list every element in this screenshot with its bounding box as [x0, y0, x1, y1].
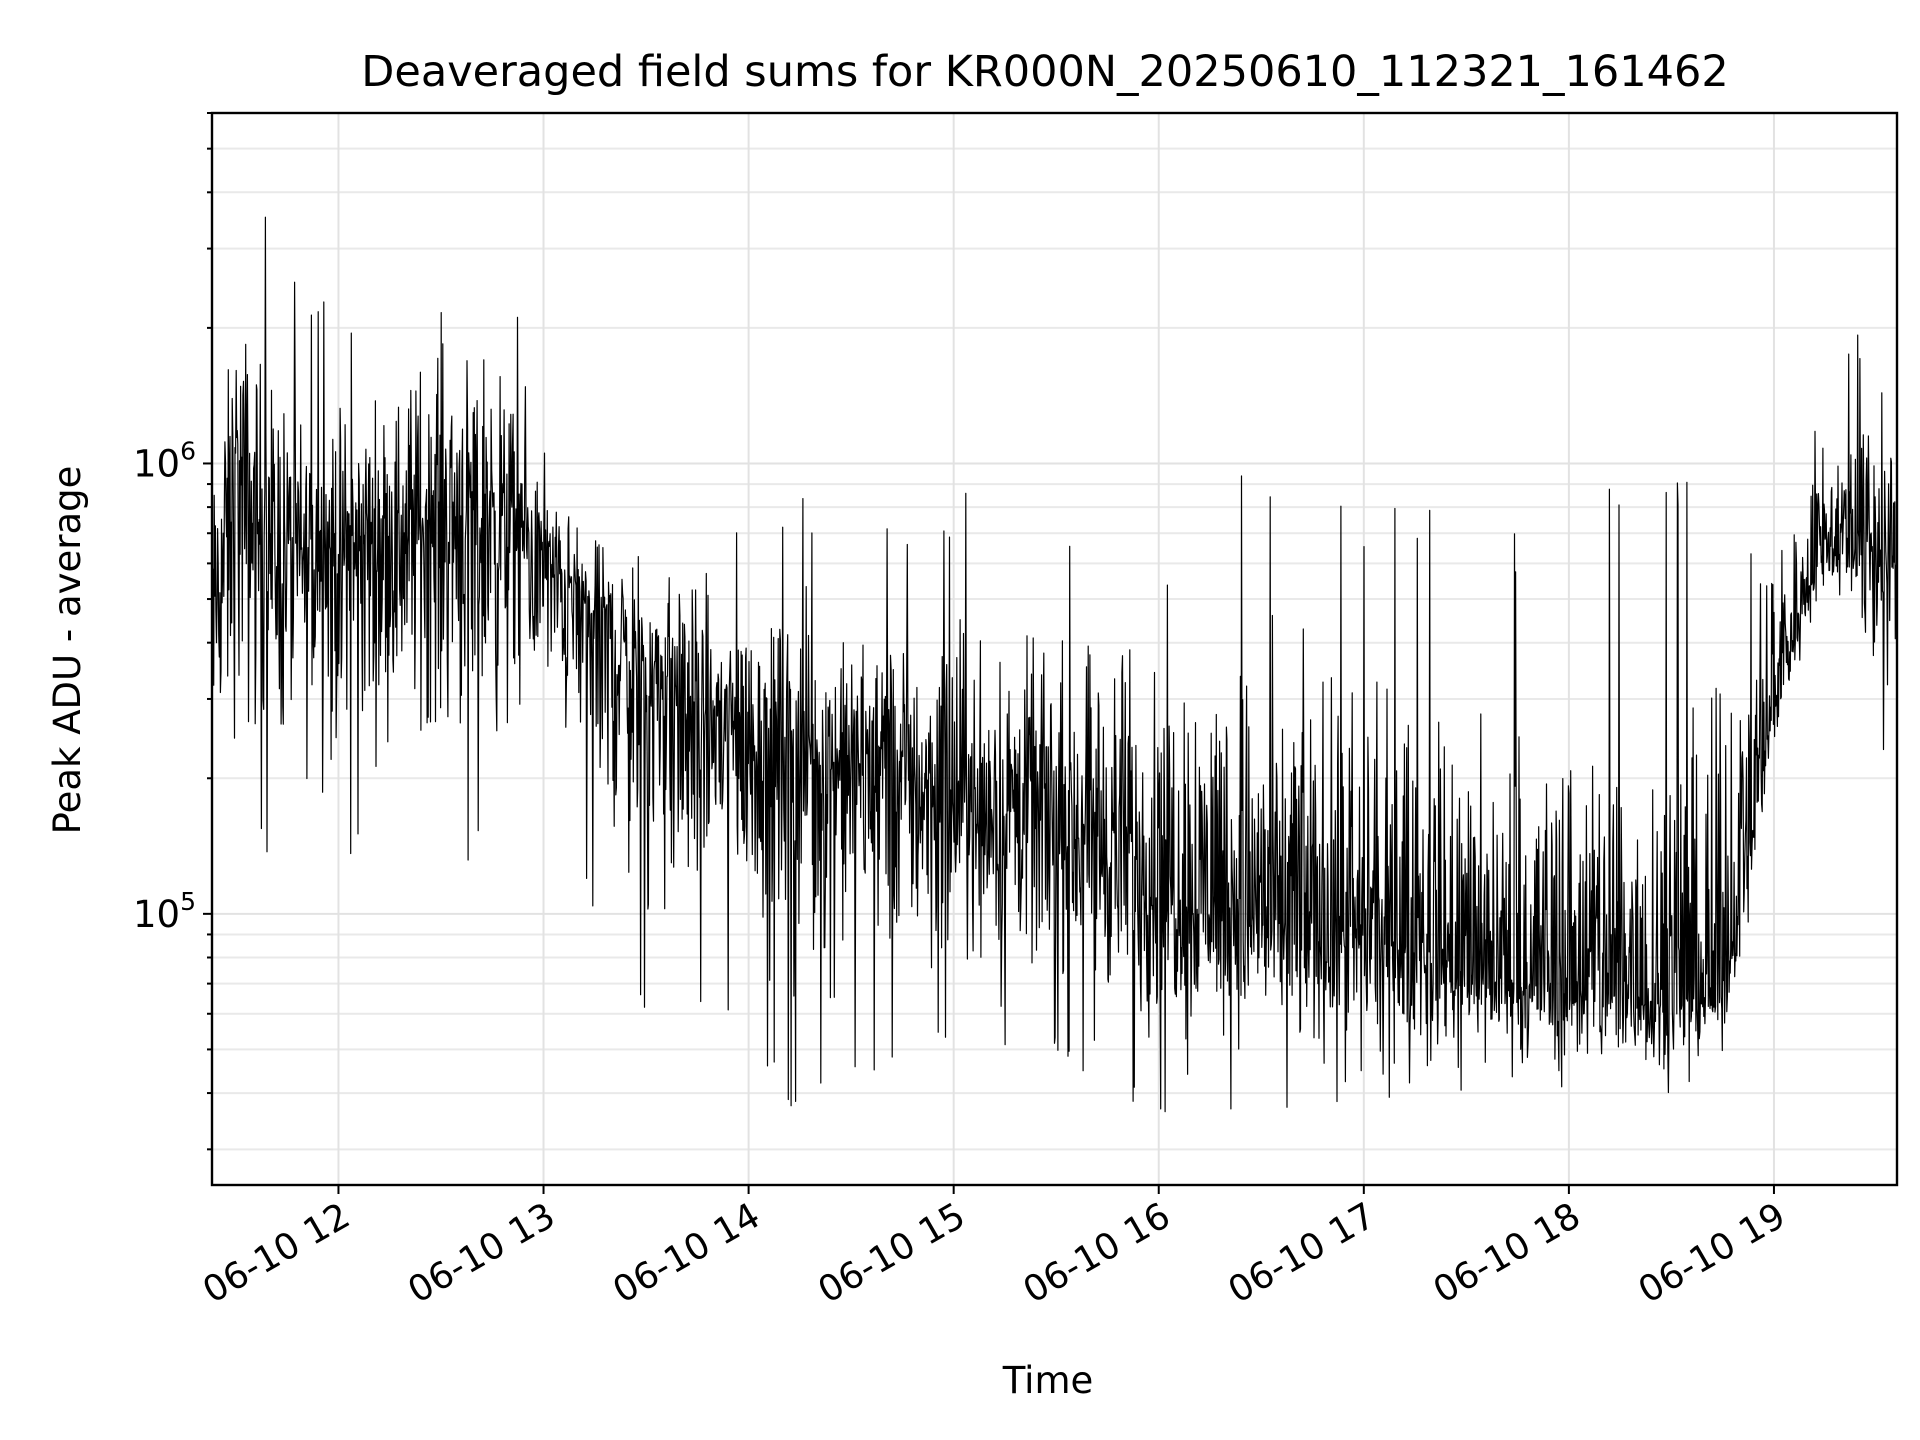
series-line [211, 216, 1898, 1113]
chart-title: Deaveraged field sums for KR000N_2025061… [361, 47, 1728, 97]
y-tick-label: 105 [133, 887, 196, 936]
y-tick-label: 106 [133, 436, 196, 485]
plot-frame [210, 111, 1899, 1187]
y-axis-label: Peak ADU - average [46, 466, 89, 835]
x-axis-label: Time [1002, 1359, 1094, 1402]
series-group [211, 216, 1898, 1113]
